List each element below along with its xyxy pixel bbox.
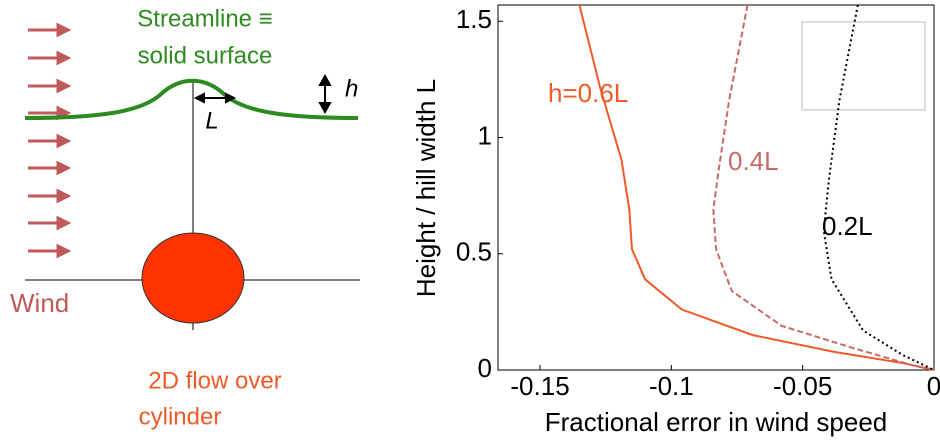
series-label: 0.4L bbox=[728, 146, 779, 176]
y-tick-label: 1 bbox=[478, 120, 492, 150]
series-line bbox=[712, 4, 935, 371]
x-axis-label: Fractional error in wind speed bbox=[545, 407, 888, 437]
L-label: L bbox=[205, 107, 218, 134]
y-tick-label: 0.5 bbox=[456, 237, 492, 267]
wind-arrows bbox=[28, 22, 72, 259]
streamline bbox=[24, 78, 359, 120]
streamline-label: Streamline ≡ bbox=[137, 5, 272, 32]
legend-box bbox=[801, 21, 926, 111]
series-line bbox=[578, 4, 935, 371]
plot-frame bbox=[497, 4, 935, 371]
x-tick-label: -0.15 bbox=[510, 371, 569, 401]
series-line bbox=[822, 4, 935, 371]
x-tick-label: -0.1 bbox=[649, 371, 694, 401]
y-axis-label: Height / hill width L bbox=[411, 79, 441, 297]
chart: Fractional error in wind speed Height / … bbox=[411, 4, 940, 437]
y-tick-label: 0 bbox=[478, 353, 492, 383]
diagram: Streamline ≡ solid surface h L Wind 2D f… bbox=[10, 5, 360, 430]
cylinder-label: cylinder bbox=[139, 403, 222, 430]
cylinder bbox=[141, 232, 245, 324]
dimension-arrows bbox=[193, 73, 332, 115]
cylinder-label: 2D flow over bbox=[148, 367, 281, 394]
series-label: h=0.6L bbox=[548, 78, 628, 108]
streamline-label: solid surface bbox=[138, 42, 273, 69]
y-tick-label: 1.5 bbox=[456, 4, 492, 34]
x-tick-label: 0 bbox=[927, 371, 940, 401]
h-label: h bbox=[345, 75, 358, 102]
wind-label: Wind bbox=[10, 288, 69, 318]
series-label: 0.2L bbox=[822, 211, 873, 241]
x-tick-label: -0.05 bbox=[773, 371, 832, 401]
